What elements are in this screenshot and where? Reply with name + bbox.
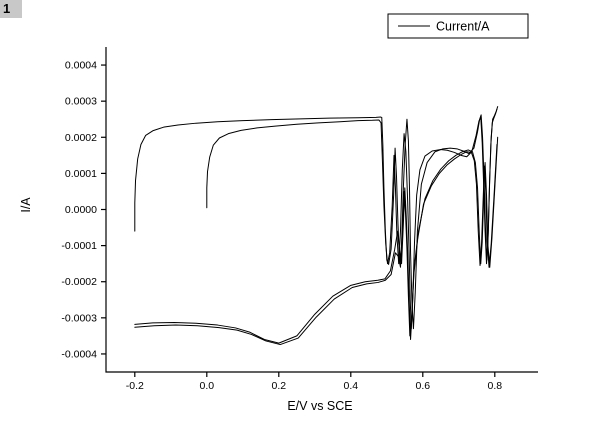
x-tick-label: 0.8 [487,380,502,392]
data-series-line [206,108,498,330]
panel-label: 1 [0,0,22,18]
x-tick-label: -0.2 [126,380,144,392]
y-tick-label: -0.0001 [61,240,97,252]
data-series-line [134,106,499,330]
x-tick-label: 0.2 [271,380,286,392]
y-tick-label: -0.0002 [61,276,97,288]
y-axis-title: I/A [19,197,33,213]
plot-curves [134,106,499,346]
data-series-line [134,136,499,344]
y-tick-label: -0.0004 [61,348,97,360]
data-series-line [134,144,498,346]
plot-axes: 0.0004 0.0003 0.0002 0.0001 0.0000 -0.0001 -0.… [61,47,538,392]
x-tick-label: 0.0 [199,380,214,392]
x-axis-title: E/V vs SCE [287,399,352,413]
chart-legend: Current/A [387,13,529,39]
y-tick-label: -0.0003 [61,312,97,324]
y-tick-label: 0.0004 [65,60,97,72]
y-tick-label: 0.0001 [65,168,97,180]
y-tick-label: 0.0003 [65,96,97,108]
y-tick-label: 0.0000 [65,204,97,216]
legend-label: Current/A [436,20,490,34]
x-tick-label: 0.4 [343,380,358,392]
x-tick-label: 0.6 [415,380,430,392]
y-tick-label: 0.0002 [65,132,97,144]
